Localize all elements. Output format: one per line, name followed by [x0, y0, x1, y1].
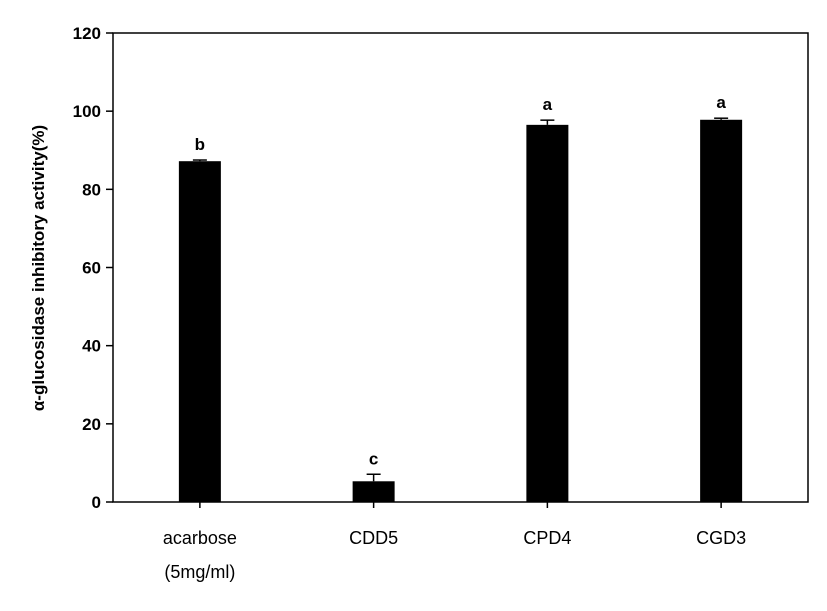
x-tick-label: CDD5 [349, 528, 398, 548]
significance-label: a [716, 93, 726, 112]
plot-area: 0 20 40 60 80 100 120 b acarbose (5mg/ml) c CDD5 a CP… [73, 24, 809, 582]
y-tick-label: 60 [82, 259, 101, 278]
significance-label: c [369, 449, 378, 468]
bar [352, 481, 395, 502]
x-tick-label: CGD3 [696, 528, 746, 548]
x-tick-label: CPD4 [523, 528, 571, 548]
x-tick-label: (5mg/ml) [164, 562, 235, 582]
y-tick-label: 20 [82, 415, 101, 434]
bar [526, 124, 569, 503]
significance-label: a [543, 95, 553, 114]
y-axis-title-group: α-glucosidase inhibitory activity(%) [29, 125, 48, 411]
x-tick-label: acarbose [163, 528, 237, 548]
bar [178, 161, 221, 502]
y-tick-label: 40 [82, 337, 101, 356]
bar [700, 119, 743, 502]
y-tick-label: 80 [82, 180, 101, 199]
significance-label: b [195, 135, 205, 154]
y-axis-title: α-glucosidase inhibitory activity(%) [29, 125, 48, 411]
y-tick-label: 0 [92, 493, 101, 512]
y-tick-label: 120 [73, 24, 101, 43]
y-tick-label: 100 [73, 102, 101, 121]
